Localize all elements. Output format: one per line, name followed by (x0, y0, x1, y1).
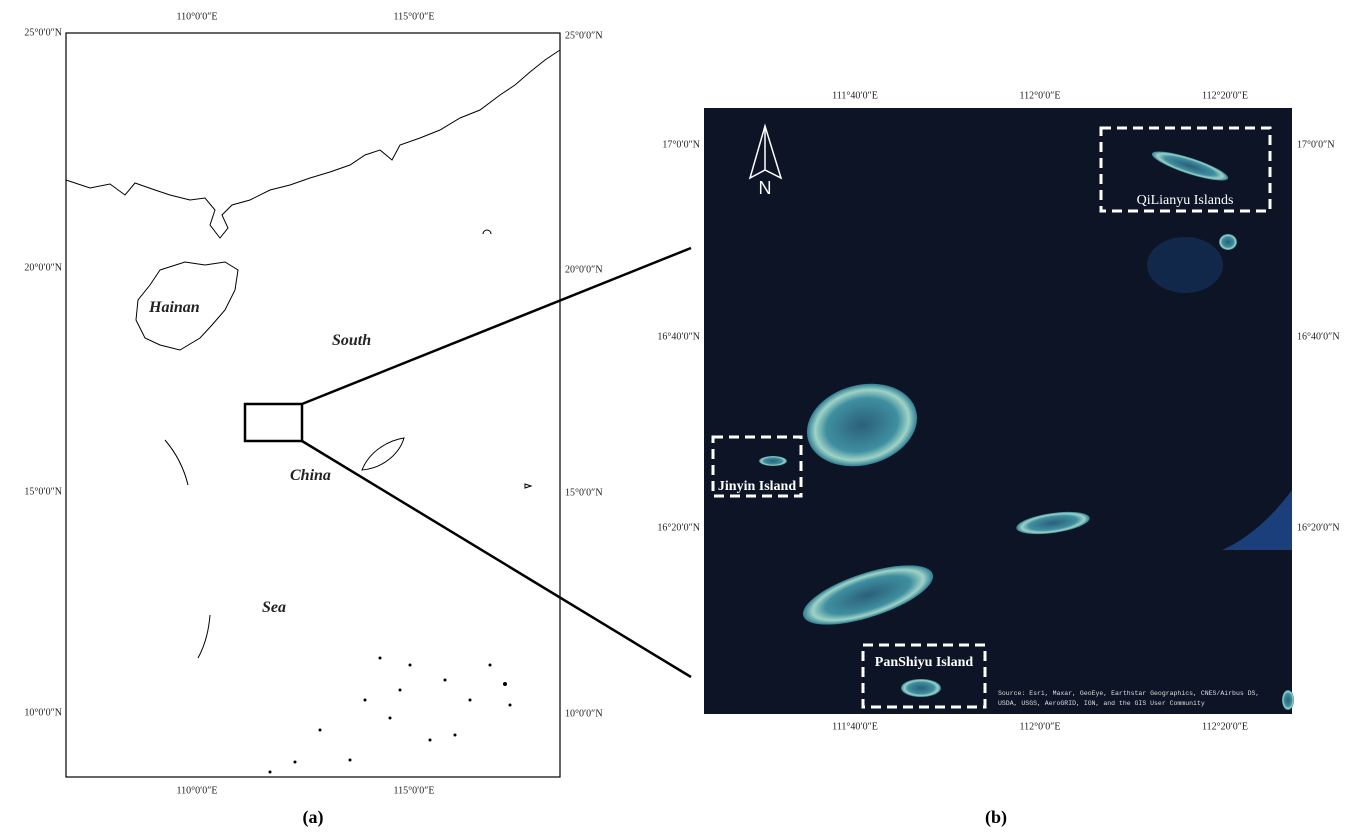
lat-label: 20°0′0″N (565, 264, 603, 275)
caption: (b) (985, 807, 1007, 828)
lat-label: 10°0′0″N (24, 707, 62, 718)
lat-label: 15°0′0″N (565, 487, 603, 498)
lat-label: 17°0′0″N (1297, 139, 1335, 150)
lat-label: 17°0′0″N (662, 139, 700, 150)
lat-label: 16°40′0″N (1297, 331, 1340, 342)
shoal (1147, 237, 1223, 293)
place-label: Hainan (148, 299, 200, 316)
lat-label: 25°0′0″N (24, 27, 62, 38)
lon-label: 112°0′0″E (1019, 721, 1060, 732)
lon-label: 110°0′0″E (176, 11, 217, 22)
lon-label: 110°0′0″E (176, 785, 217, 796)
north-label: N (759, 178, 772, 198)
lat-label: 25°0′0″N (565, 30, 603, 41)
caption: (a) (303, 807, 324, 828)
place-label: Sea (262, 599, 286, 616)
lat-label: 16°20′0″N (1297, 522, 1340, 533)
map-frame (66, 33, 560, 777)
island-label: Jinyin Island (718, 479, 796, 494)
lat-label: 16°40′0″N (657, 331, 700, 342)
island-label: PanShiyu Island (875, 655, 974, 670)
place-label: China (290, 467, 331, 484)
lon-label: 112°20′0″E (1202, 721, 1248, 732)
lat-label: 16°20′0″N (657, 522, 700, 533)
source-text: USDA, USGS, AeroGRID, IGN, and the GIS U… (998, 700, 1205, 707)
lon-label: 112°20′0″E (1202, 90, 1248, 101)
source-text: Source: Esri, Maxar, GeoEye, Earthstar G… (998, 690, 1259, 697)
lon-label: 111°40′0″E (832, 90, 878, 101)
island-label: QiLianyu Islands (1137, 193, 1234, 208)
lat-label: 15°0′0″N (24, 486, 62, 497)
place-label: South (332, 332, 371, 349)
lon-label: 115°0′0″E (393, 11, 434, 22)
lon-label: 111°40′0″E (832, 721, 878, 732)
lat-label: 10°0′0″N (565, 708, 603, 719)
figure: 110°0′0″E 115°0′0″E 110°0′0″E 115°0′0″E … (0, 0, 1361, 833)
panel-b: N QiLianyu Islands Jinyin Island PanShiy… (657, 90, 1339, 828)
panel-a: 110°0′0″E 115°0′0″E 110°0′0″E 115°0′0″E … (24, 11, 691, 828)
lon-label: 112°0′0″E (1019, 90, 1060, 101)
lat-label: 20°0′0″N (24, 262, 62, 273)
lon-label: 115°0′0″E (393, 785, 434, 796)
